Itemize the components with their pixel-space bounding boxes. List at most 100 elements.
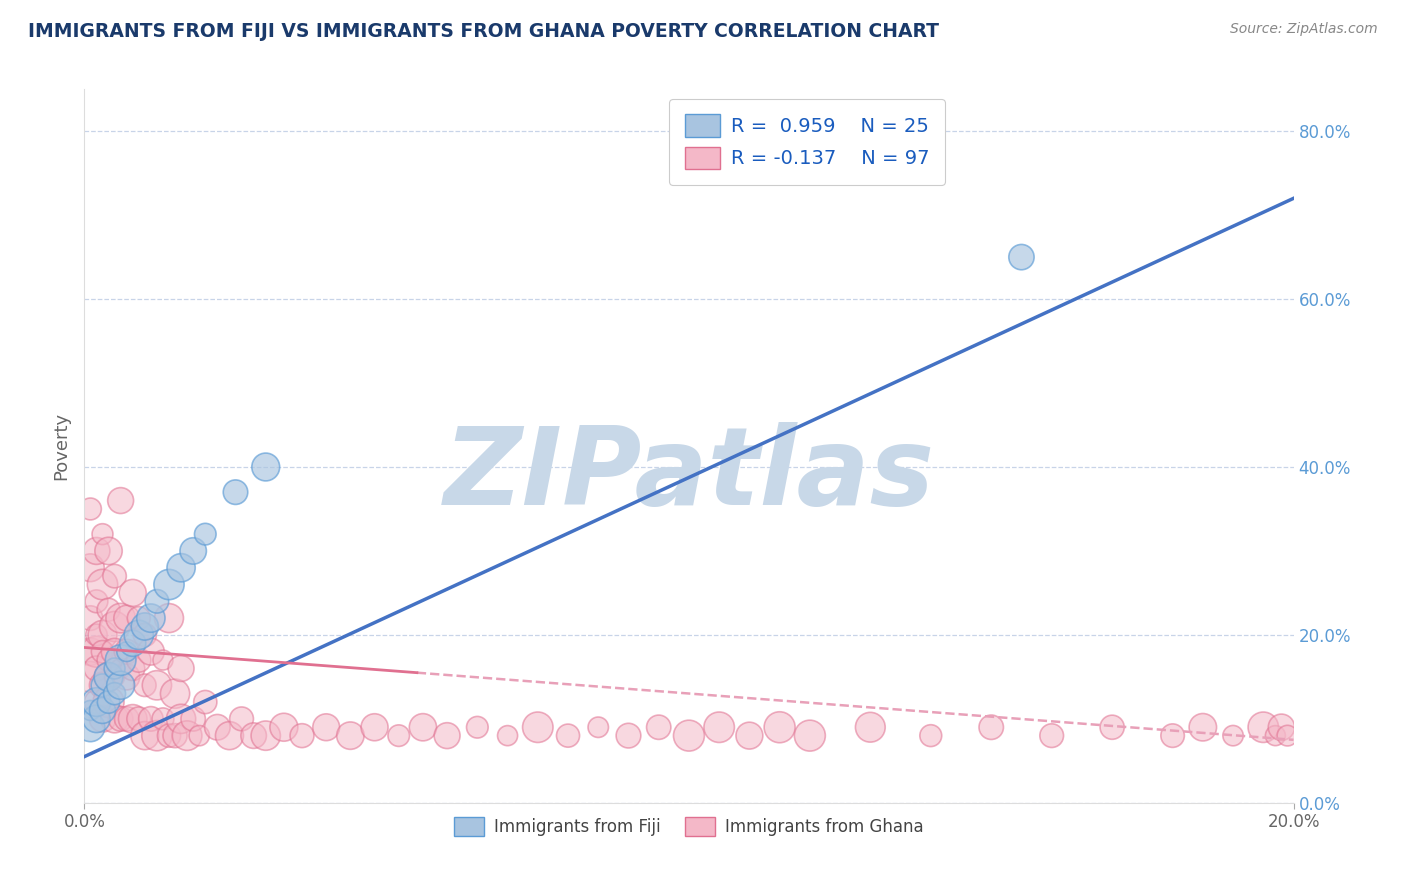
Point	[1253, 720, 1275, 734]
Point	[91, 678, 114, 692]
Point	[91, 678, 114, 692]
Point	[91, 645, 114, 659]
Point	[254, 460, 277, 475]
Point	[1270, 720, 1292, 734]
Point	[181, 544, 204, 558]
Point	[165, 687, 187, 701]
Point	[110, 493, 132, 508]
Point	[104, 569, 127, 583]
Point	[242, 729, 264, 743]
Point	[97, 670, 120, 684]
Point	[134, 729, 156, 743]
Point	[104, 687, 127, 701]
Point	[110, 611, 132, 625]
Point	[1192, 720, 1215, 734]
Point	[91, 703, 114, 717]
Point	[194, 527, 217, 541]
Point	[79, 502, 101, 516]
Point	[97, 653, 120, 667]
Point	[170, 661, 193, 675]
Point	[128, 653, 150, 667]
Point	[121, 586, 143, 600]
Point	[152, 712, 174, 726]
Point	[176, 729, 198, 743]
Point	[115, 670, 138, 684]
Point	[146, 678, 169, 692]
Point	[436, 729, 458, 743]
Point	[104, 712, 127, 726]
Point	[104, 645, 127, 659]
Point	[496, 729, 519, 743]
Point	[79, 560, 101, 574]
Point	[146, 594, 169, 608]
Point	[121, 661, 143, 675]
Point	[79, 703, 101, 717]
Point	[115, 611, 138, 625]
Point	[678, 729, 700, 743]
Point	[104, 619, 127, 633]
Point	[1161, 729, 1184, 743]
Point	[648, 720, 671, 734]
Y-axis label: Poverty: Poverty	[52, 412, 70, 480]
Point	[218, 729, 240, 743]
Point	[128, 628, 150, 642]
Point	[128, 712, 150, 726]
Point	[104, 661, 127, 675]
Point	[146, 729, 169, 743]
Point	[152, 653, 174, 667]
Point	[86, 661, 108, 675]
Point	[225, 485, 247, 500]
Point	[588, 720, 610, 734]
Point	[557, 729, 579, 743]
Point	[79, 670, 101, 684]
Point	[121, 712, 143, 726]
Point	[157, 577, 180, 591]
Point	[273, 720, 295, 734]
Point	[231, 712, 253, 726]
Point	[157, 611, 180, 625]
Point	[86, 712, 108, 726]
Point	[412, 720, 434, 734]
Point	[97, 544, 120, 558]
Point	[527, 720, 550, 734]
Point	[86, 695, 108, 709]
Point	[1277, 729, 1299, 743]
Point	[799, 729, 821, 743]
Point	[97, 695, 120, 709]
Point	[920, 729, 942, 743]
Point	[859, 720, 882, 734]
Point	[1040, 729, 1063, 743]
Point	[139, 645, 162, 659]
Point	[165, 729, 187, 743]
Point	[97, 603, 120, 617]
Point	[86, 645, 108, 659]
Point	[128, 611, 150, 625]
Point	[709, 720, 731, 734]
Point	[617, 729, 640, 743]
Point	[181, 712, 204, 726]
Point	[363, 720, 385, 734]
Point	[91, 628, 114, 642]
Point	[86, 628, 108, 642]
Point	[79, 611, 101, 625]
Point	[86, 695, 108, 709]
Point	[1011, 250, 1033, 264]
Point	[170, 560, 193, 574]
Point	[194, 695, 217, 709]
Point	[134, 619, 156, 633]
Point	[104, 670, 127, 684]
Point	[207, 720, 229, 734]
Point	[91, 577, 114, 591]
Point	[134, 678, 156, 692]
Point	[110, 678, 132, 692]
Point	[110, 653, 132, 667]
Point	[115, 645, 138, 659]
Point	[980, 720, 1002, 734]
Point	[110, 661, 132, 675]
Point	[121, 636, 143, 650]
Point	[315, 720, 337, 734]
Point	[1264, 729, 1286, 743]
Point	[291, 729, 314, 743]
Text: Source: ZipAtlas.com: Source: ZipAtlas.com	[1230, 22, 1378, 37]
Point	[115, 712, 138, 726]
